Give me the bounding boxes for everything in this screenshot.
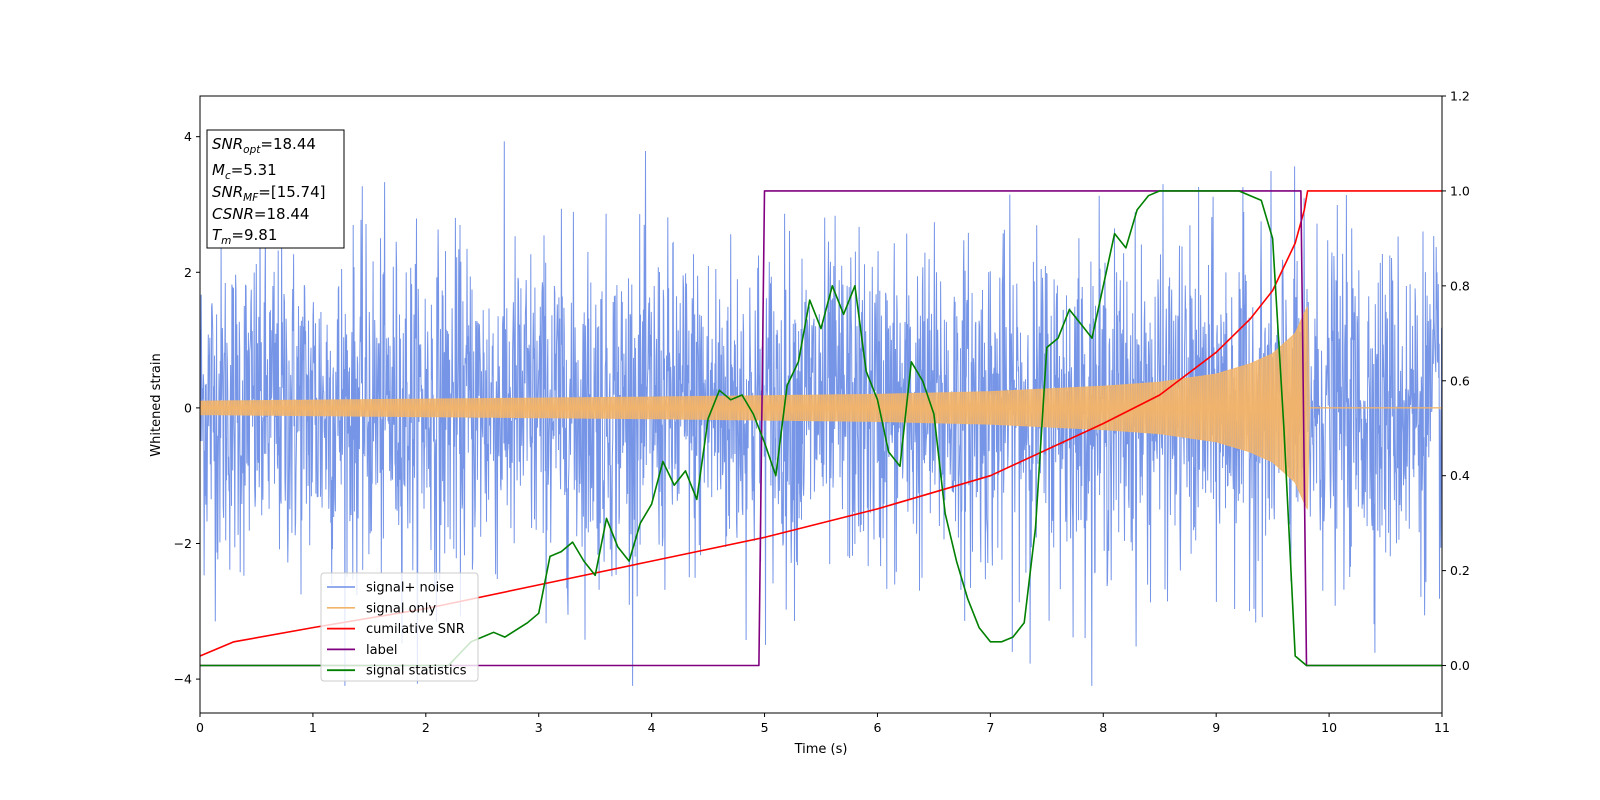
annotation-box-frame: [206, 129, 345, 249]
y-axis-left: −4 −2 0 2 4: [174, 129, 200, 687]
y2-tick-label: 1.2: [1450, 89, 1470, 104]
x-tick-label: 5: [761, 720, 769, 735]
legend-entry: signal statistics: [366, 664, 467, 679]
plot-frame: [199, 95, 1443, 714]
x-tick-label: 3: [535, 720, 543, 735]
annotation-line: Tm=9.81: [212, 226, 277, 247]
y2-tick-label: 0.8: [1450, 278, 1470, 293]
y-tick-label: 2: [184, 265, 192, 280]
annotation-line: SNRopt=18.44: [212, 135, 316, 156]
x-axis: 0 1 2 3 4 5 6 7 8 9 10 11: [196, 713, 1450, 735]
legend-frame: [320, 572, 479, 682]
x-tick-label: 6: [873, 720, 881, 735]
annotation-line: Mc=5.31: [212, 161, 277, 182]
annotation-line: CSNR=18.44: [212, 205, 309, 223]
annotation-box: SNRopt=18.44 Mc=5.31SNRMF=[15.74]CSNR=18.…: [206, 129, 345, 249]
y-tick-label: 0: [184, 400, 192, 415]
legend-entry: cumilative SNR: [366, 622, 465, 637]
y2-tick-label: 0.4: [1450, 468, 1470, 483]
x-tick-label: 4: [648, 720, 656, 735]
y2-tick-label: 0.2: [1450, 563, 1470, 578]
legend-entry: signal+ noise: [366, 581, 454, 596]
series-signal-only-line: [200, 308, 1307, 506]
y-axis-label: Whitened strain: [149, 353, 164, 456]
x-tick-label: 8: [1099, 720, 1107, 735]
x-tick-label: 7: [986, 720, 994, 735]
x-tick-label: 2: [422, 720, 430, 735]
series-signal-statistics-line: [200, 190, 1442, 667]
y-tick-label: −2: [174, 536, 192, 551]
legend-entry: signal only: [366, 601, 436, 616]
x-tick-label: 10: [1321, 720, 1337, 735]
y2-tick-label: 0.0: [1450, 658, 1470, 673]
x-tick-label: 1: [309, 720, 317, 735]
x-tick-label: 9: [1212, 720, 1220, 735]
annotation-line: SNRMF=[15.74]: [212, 183, 326, 204]
x-tick-label: 0: [196, 720, 204, 735]
y-tick-label: −4: [174, 672, 192, 687]
y-axis-right: 0.0 0.2 0.4 0.6 0.8 1.0 1.2: [1442, 89, 1470, 673]
legend: signal+ noise signal only cumilative SNR la…: [320, 572, 479, 682]
y2-tick-label: 1.0: [1450, 183, 1470, 198]
legend-entry: label: [366, 643, 397, 658]
y2-tick-label: 0.6: [1450, 373, 1470, 388]
x-tick-label: 11: [1434, 720, 1450, 735]
x-axis-label: Time (s): [794, 742, 848, 757]
y-tick-label: 4: [184, 129, 192, 144]
